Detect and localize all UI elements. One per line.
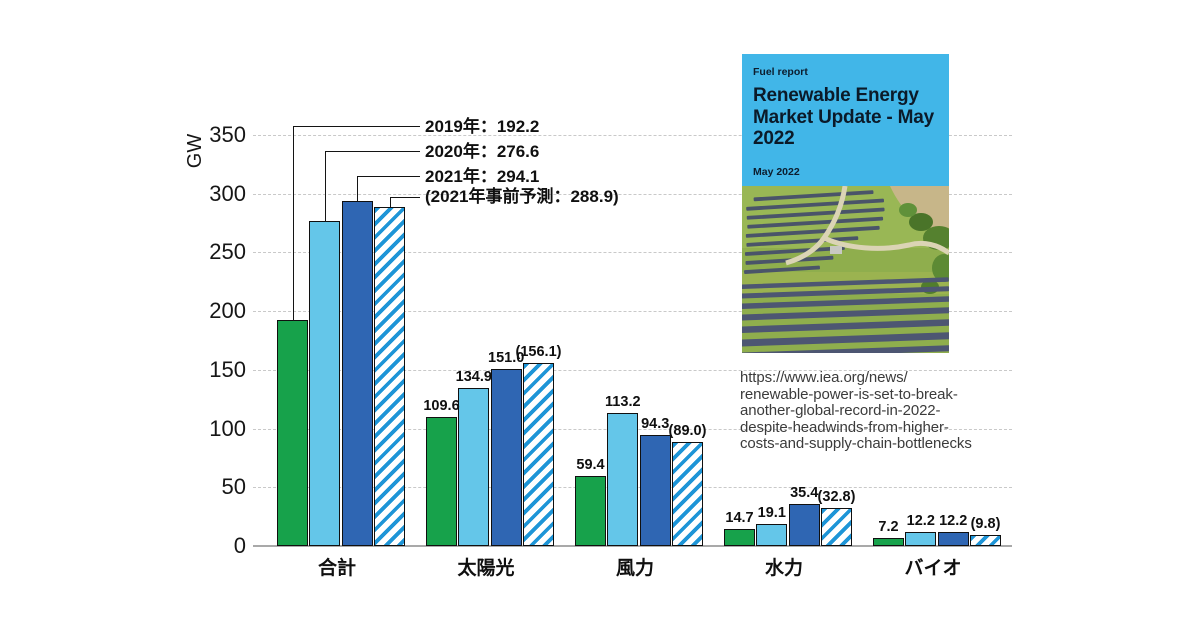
category-label-太陽光: 太陽光 [457,558,515,579]
bar-value-label: (9.8) [970,515,1001,532]
legend-callout-label-4: (2021年事前予測：288.9) [425,187,619,206]
bar-2021年-風力 [639,435,671,546]
y-tick-label-250: 250 [209,239,246,265]
category-label-水力: 水力 [764,558,803,579]
legend-callout-line-2 [324,151,420,223]
solar-farm-photo [742,186,949,353]
bar-2021年-合計 [341,200,373,546]
bar-2019年-太陽光 [426,417,457,546]
report-cover: Fuel report Renewable Energy Market Upda… [742,54,949,353]
bar-value-label: 59.4 [576,457,605,474]
bar-value-label: (156.1) [515,343,562,360]
bar-2020年-バイオ [905,531,937,546]
report-cover-tag: Fuel report [753,66,808,78]
legend-callout-line-3 [357,176,420,202]
bar-value-label: 94.3 [641,416,670,433]
bar-2021年事前予測-風力 [672,441,703,546]
bar-value-label: 12.2 [906,512,935,529]
bar-2020年-合計 [309,221,341,546]
x-axis-line [253,545,1012,547]
y-tick-label-50: 50 [221,474,246,500]
bar-2021年事前予測-バイオ [970,534,1001,546]
category-label-風力: 風力 [615,558,654,579]
y-tick-label-200: 200 [209,298,246,324]
bar-value-label: 109.6 [423,398,460,415]
legend-callout-label-2: 2020年：276.6 [425,141,540,161]
bar-2021年事前予測-太陽光 [523,362,554,546]
bar-value-label: 134.9 [455,368,492,385]
bar-2021年-水力 [788,504,820,546]
bar-value-label: 14.7 [725,509,754,526]
source-url: https://www.iea.org/news/ renewable-powe… [740,369,1025,453]
source-url-line: another-global-record-in-2022- [740,402,941,419]
bar-2019年-水力 [724,528,755,546]
bar-2020年-風力 [607,413,639,546]
legend-callout-line-1 [292,126,420,322]
bar-2021年事前予測-水力 [821,507,852,546]
bar-2019年-バイオ [873,537,904,546]
bar-2019年-風力 [575,476,606,546]
source-url-line: https://www.iea.org/news/ [740,369,908,386]
gridline-300 [253,193,1012,195]
bar-value-label: 12.2 [939,512,968,529]
bar-2020年-太陽光 [458,387,490,546]
bar-value-label: 113.2 [605,394,641,411]
bar-value-label: 35.4 [790,485,819,502]
y-tick-label-350: 350 [209,122,246,147]
gridline-200 [253,311,1012,313]
source-url-line: despite-headwinds-from-higher- [740,418,949,436]
bar-value-label: (32.8) [817,488,856,505]
category-label-合計: 合計 [317,558,356,579]
bar-value-label: 7.2 [878,518,899,535]
bar-2021年-バイオ [937,531,969,546]
source-url-line: renewable-power-is-set-to-break- [740,385,958,403]
bar-2021年事前予測-合計 [374,206,405,546]
report-cover-header: Fuel report Renewable Energy Market Upda… [742,54,949,186]
y-tick-label-100: 100 [209,415,246,441]
gridline-150 [253,369,1012,371]
y-tick-label-300: 300 [209,180,246,206]
category-label-バイオ: バイオ [904,558,962,579]
bar-value-label: 151.0 [488,349,525,366]
gridline-350 [253,135,1012,136]
legend-callout-line-4 [389,196,420,208]
report-cover-title: Renewable Energy Market Update - May 202… [753,85,934,149]
report-cover-date: May 2022 [753,166,800,178]
bar-2020年-水力 [756,523,788,546]
source-url-line: costs-and-supply-chain-bottlenecks [740,435,972,452]
legend-callout-label-1: 2019年：192.2 [425,116,540,136]
bar-value-label: (89.0) [668,422,707,439]
bar-2021年-太陽光 [490,368,522,546]
bar-2019年-合計 [277,320,308,546]
bar-value-label: 19.1 [757,504,786,521]
gridline-250 [253,252,1012,254]
legend-callout-label-3: 2021年：294.1 [425,166,540,186]
y-tick-label-150: 150 [209,356,246,382]
y-tick-label-0: 0 [233,533,246,558]
